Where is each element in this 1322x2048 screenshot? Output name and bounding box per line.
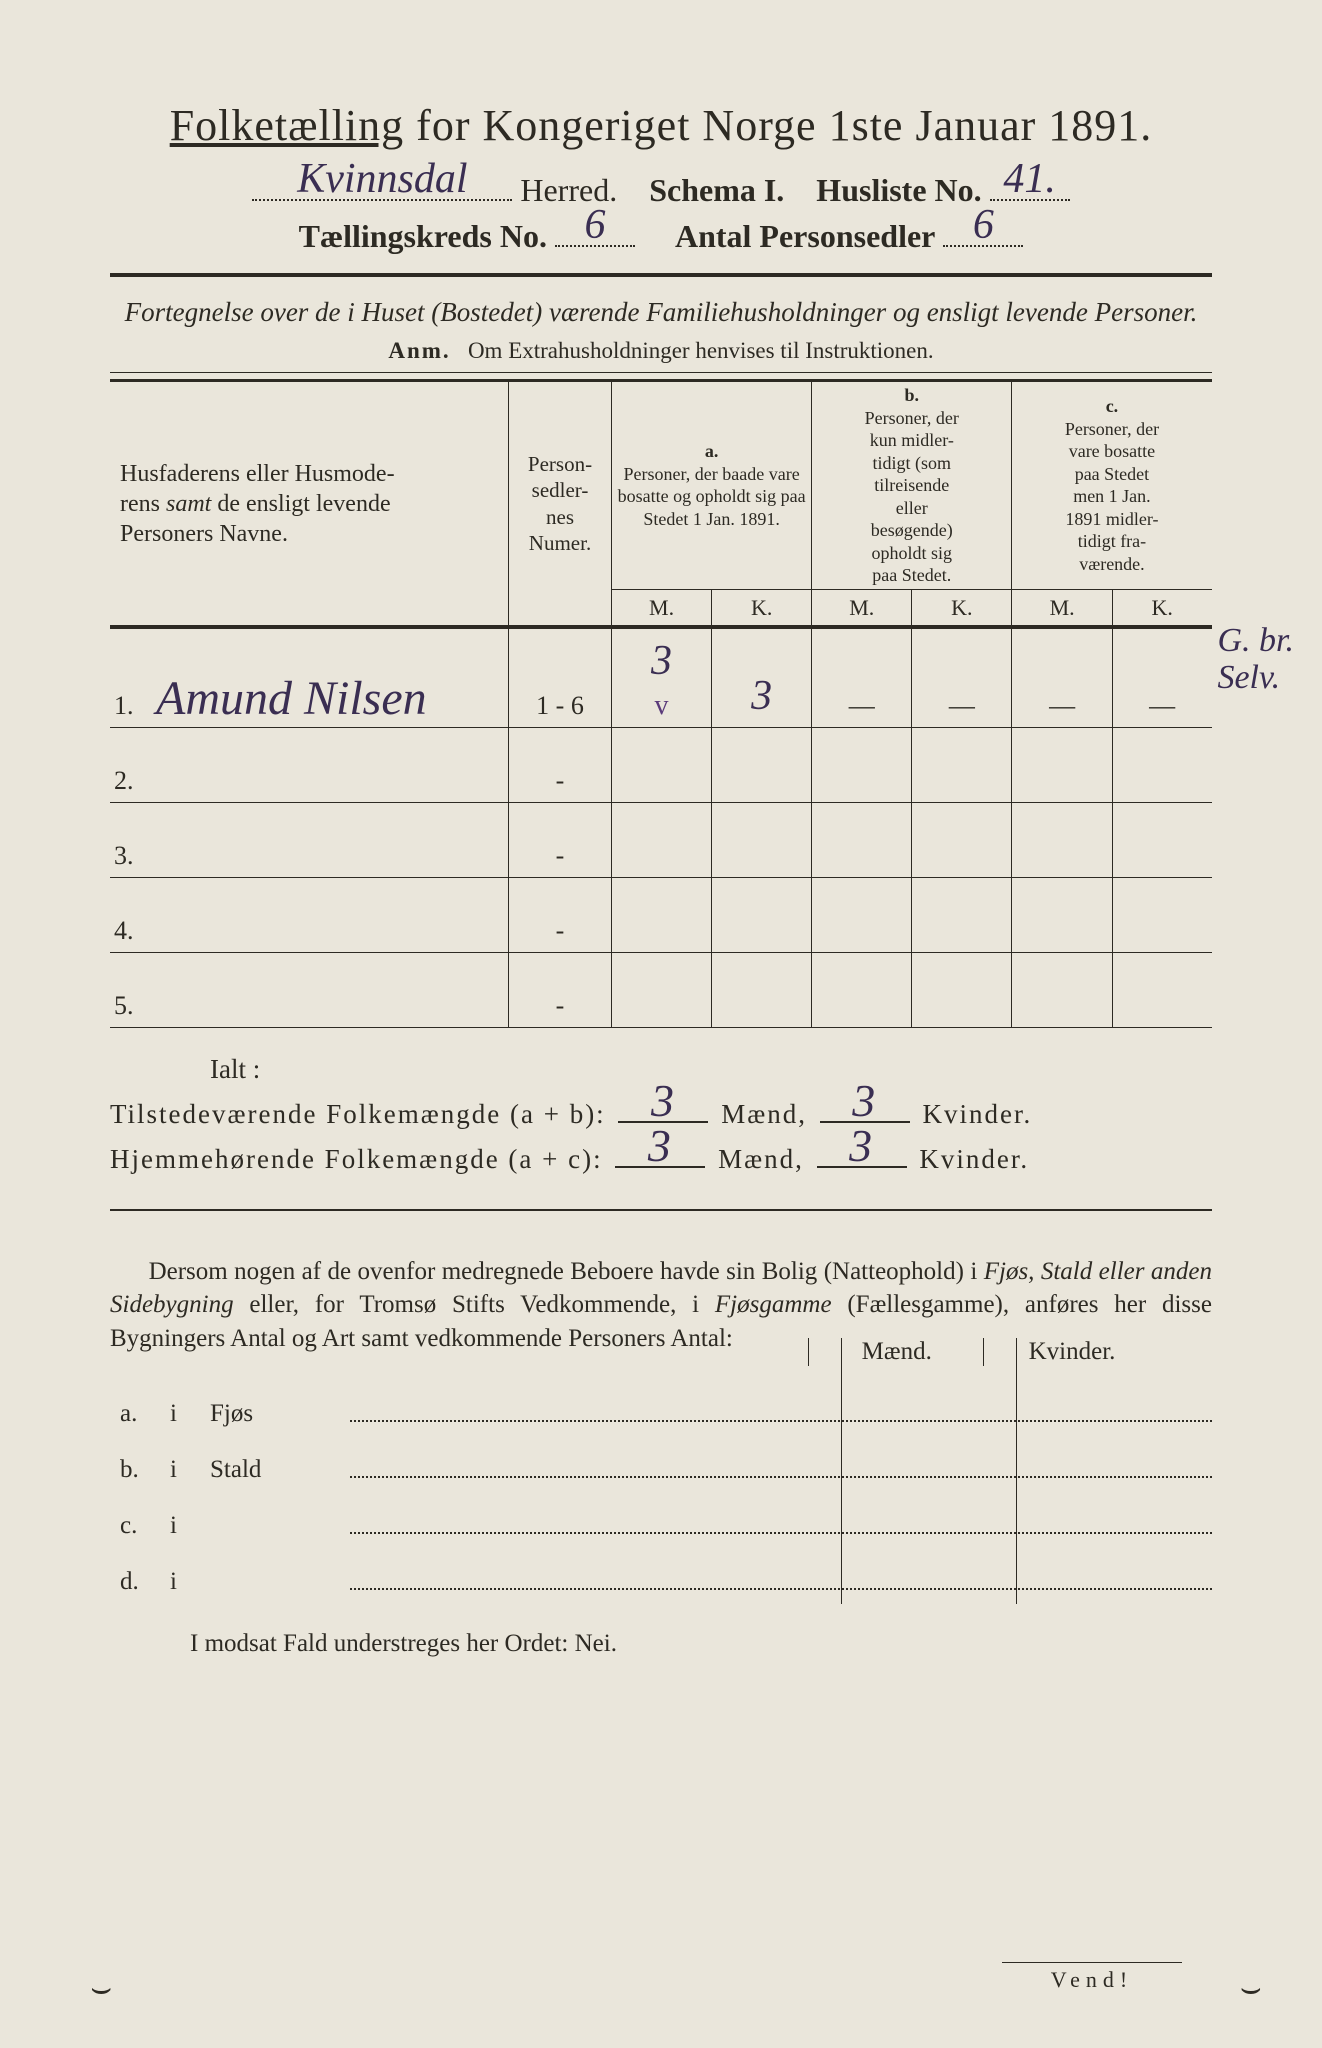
buildings-vline-1 [841,1338,842,1604]
row-number: 4. [110,877,156,952]
b-m-cell: — [812,629,912,727]
name-cell [156,727,509,802]
herred-value: Kvinnsdal [252,155,512,203]
anm-prefix: Anm. [388,338,450,363]
row-number: 3. [110,802,156,877]
buildings-list: Mænd. Kvinder. a. i Fjøs b. i Stald c. i… [110,1378,1212,1596]
herred-value-slot: Kvinnsdal [252,169,512,201]
building-row: d. i [110,1546,1212,1596]
anm-text: Om Extrahusholdninger henvises til Instr… [468,338,934,363]
a-m-cell: 3 v [612,629,712,727]
schema-label: Schema I. [649,172,784,208]
col-header-a: a. Personer, der baade vare bosatte og o… [612,382,812,589]
building-row: b. i Stald [110,1434,1212,1484]
col-b-k: K. [912,589,1012,627]
c-m-cell: — [1012,629,1112,727]
census-form-page: Folketælling for Kongeriget Norge 1ste J… [0,0,1322,2048]
divider-1 [110,273,1212,277]
title-rest: for Kongeriget Norge 1ste Januar 1891. [416,101,1152,150]
table-row: 1. Amund Nilsen 1 - 6 3 v 3 — — — — [110,629,1212,727]
nei-line: I modsat Fald understreges her Ordet: Ne… [190,1630,1212,1658]
building-row: a. i Fjøs [110,1378,1212,1428]
corner-mark-bl: ⌣ [90,1970,112,2008]
col-a-m: M. [612,589,712,627]
anm-line: Anm. Om Extrahusholdninger henvises til … [110,338,1212,364]
name-hw: Amund Nilsen [156,669,427,729]
resident-m-slot: 3 [615,1140,705,1168]
row-number: 1. [110,629,156,727]
col-c-m: M. [1012,589,1112,627]
buildings-vline-2 [1016,1338,1017,1604]
dotted-line [350,1528,1212,1534]
name-cell [156,802,509,877]
col-c-k: K. [1112,589,1211,627]
tkreds-value-slot: 6 [555,215,635,247]
title-underlined: Folketælling [170,101,404,150]
numer-cell: - [509,877,612,952]
divider-2 [110,372,1212,382]
antal-value: 6 [943,201,1023,249]
numer-cell: - [509,727,612,802]
husliste-value-slot: 41. [990,169,1070,201]
corner-mark-br: ⌣ [1240,1970,1262,2008]
col-header-names: Husfaderens eller Husmode-rens samt de e… [110,382,509,627]
row-number: 2. [110,727,156,802]
main-title: Folketælling for Kongeriget Norge 1ste J… [110,100,1212,151]
name-cell: Amund Nilsen [156,629,509,727]
table-row: 3. - [110,802,1212,877]
household-table: Husfaderens eller Husmode-rens samt de e… [110,382,1212,1028]
tkreds-label: Tællingskreds No. [299,218,547,254]
husliste-value: 41. [990,155,1070,203]
dotted-line [350,1472,1212,1478]
numer-cell: 1 - 6 [509,629,612,727]
c-k-cell: — [1112,629,1211,727]
buildings-col-header: Mænd. Kvinder. [808,1338,1152,1366]
header-line-kreds: Tællingskreds No. 6 Antal Personsedler 6 [110,215,1212,255]
vend-label: Vend! [1002,1962,1182,1993]
dotted-line [350,1416,1212,1422]
col-header-numer: Person-sedler-nesNumer. [509,382,612,627]
col-b-m: M. [812,589,912,627]
margin-annotation: G. br. Selv. [1217,622,1294,697]
col-maend: Mænd. [808,1338,977,1366]
row-number: 5. [110,952,156,1027]
col-kvinder: Kvinder. [983,1338,1152,1366]
a-k-cell: 3 [712,629,812,727]
antal-label: Antal Personsedler [675,218,935,254]
tkreds-value: 6 [555,201,635,249]
header-line-herred: Kvinnsdal Herred. Schema I. Husliste No.… [110,169,1212,209]
name-cell [156,877,509,952]
divider-3 [110,1209,1212,1211]
col-header-b: b. Personer, derkun midler-tidigt (somti… [812,382,1012,589]
ialt-label: Ialt : [210,1054,1212,1085]
b-k-cell: — [912,629,1012,727]
resident-k-slot: 3 [817,1140,907,1168]
name-cell [156,952,509,1027]
col-a-k: K. [712,589,812,627]
dotted-line [350,1584,1212,1590]
table-row: 5. - [110,952,1212,1027]
table-row: 2. - [110,727,1212,802]
table-row: 4. - [110,877,1212,952]
antal-value-slot: 6 [943,215,1023,247]
numer-cell: - [509,802,612,877]
subtitle: Fortegnelse over de i Huset (Bostedet) v… [110,295,1212,330]
numer-cell: - [509,952,612,1027]
resident-total-line: Hjemmehørende Folkemængde (a + c): 3 Mæn… [110,1140,1212,1175]
totals-block: Ialt : Tilstedeværende Folkemængde (a + … [110,1054,1212,1175]
building-row: c. i [110,1490,1212,1540]
col-header-c: c. Personer, dervare bosattepaa Stedetme… [1012,382,1212,589]
